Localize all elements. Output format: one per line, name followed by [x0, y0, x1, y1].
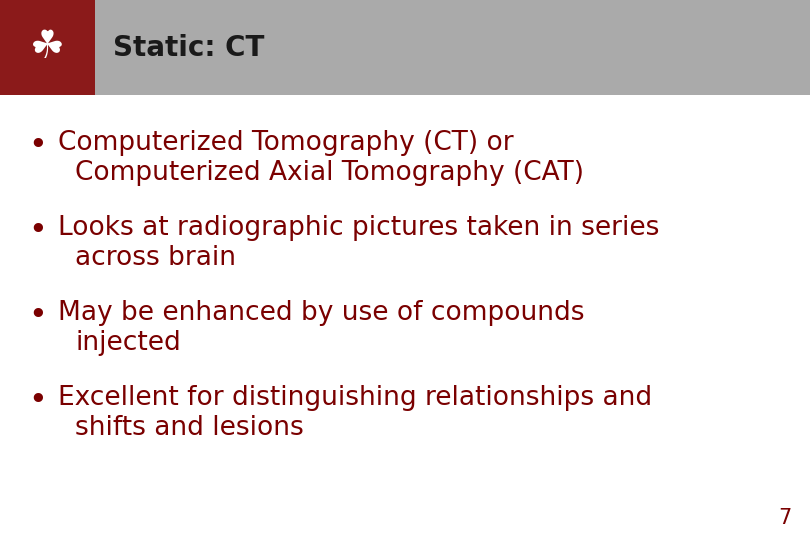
Text: shifts and lesions: shifts and lesions [75, 415, 304, 441]
Text: •: • [28, 130, 47, 161]
Text: injected: injected [75, 330, 181, 356]
Text: Computerized Axial Tomography (CAT): Computerized Axial Tomography (CAT) [75, 160, 584, 186]
Text: 7: 7 [778, 508, 792, 528]
Bar [0, 0, 810, 95]
Text: ☘: ☘ [30, 29, 65, 66]
Text: Computerized Tomography (CT) or: Computerized Tomography (CT) or [58, 130, 514, 156]
Text: •: • [28, 385, 47, 416]
Text: May be enhanced by use of compounds: May be enhanced by use of compounds [58, 300, 585, 326]
Text: •: • [28, 215, 47, 246]
Text: Excellent for distinguishing relationships and: Excellent for distinguishing relationshi… [58, 385, 652, 411]
Text: across brain: across brain [75, 245, 236, 271]
Text: Looks at radiographic pictures taken in series: Looks at radiographic pictures taken in … [58, 215, 659, 241]
Bar [0, 0, 95, 95]
Text: Static: CT: Static: CT [113, 33, 264, 62]
Text: •: • [28, 300, 47, 331]
